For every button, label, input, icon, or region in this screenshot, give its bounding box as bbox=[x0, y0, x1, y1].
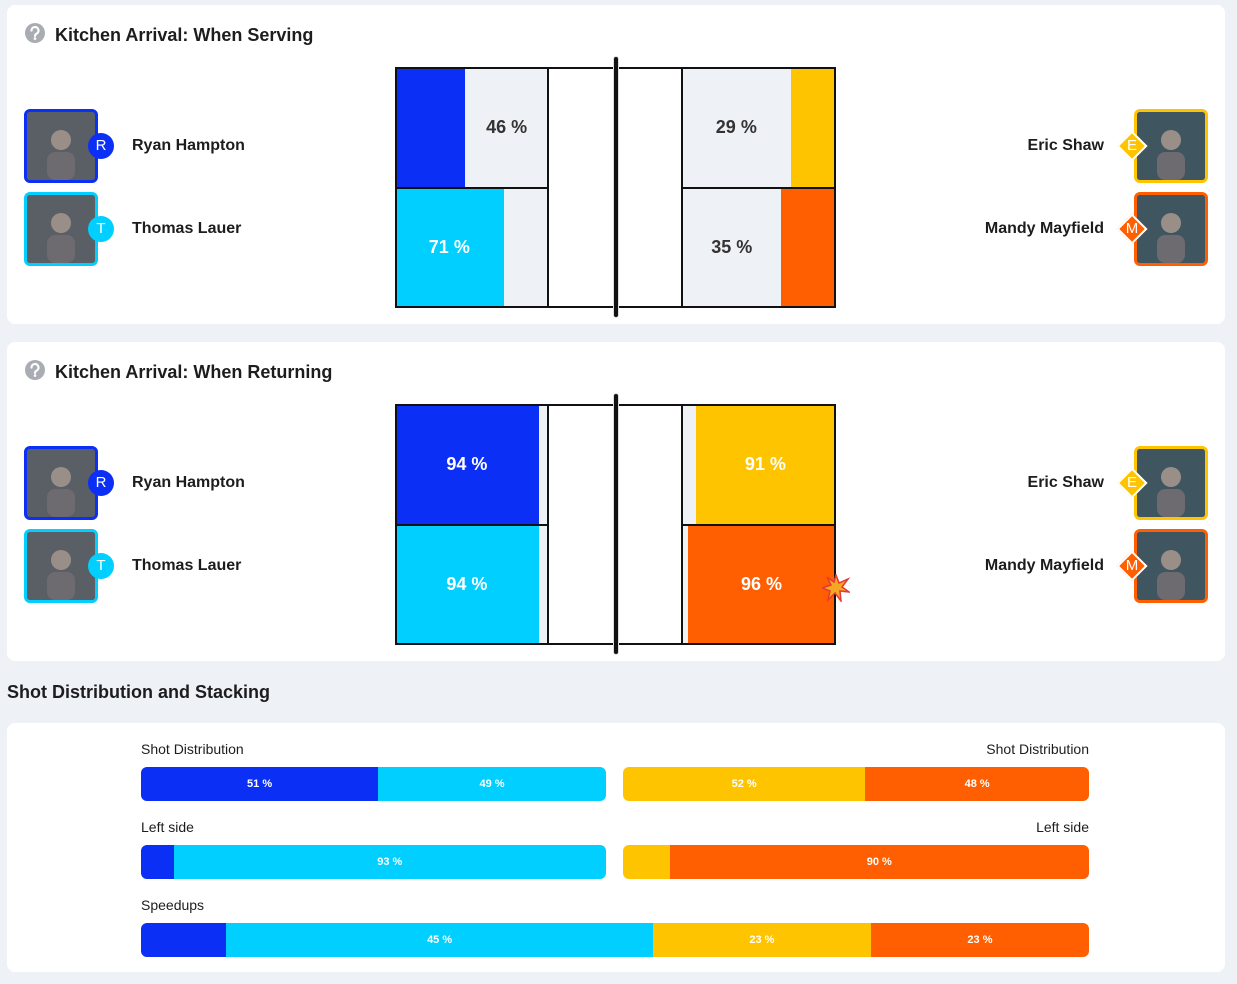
arrival-fill bbox=[695, 404, 835, 524]
player-name: Ryan Hampton bbox=[132, 137, 245, 154]
arrival-fill bbox=[790, 67, 835, 187]
photo-placeholder bbox=[1137, 532, 1205, 600]
center-line bbox=[395, 187, 548, 189]
bar-segment: 45 % bbox=[226, 923, 653, 957]
row-label: Left side bbox=[1036, 819, 1089, 835]
player-badge: T bbox=[88, 553, 114, 579]
bar-segment bbox=[141, 845, 174, 879]
arrival-label: 71 % bbox=[428, 237, 470, 257]
player-badge: T bbox=[88, 216, 114, 242]
player-badge: M bbox=[1125, 220, 1139, 237]
arrival-label: 35 % bbox=[711, 237, 753, 257]
center-line bbox=[682, 524, 835, 526]
section-title: Shot Distribution and Stacking bbox=[7, 682, 271, 702]
photo-placeholder bbox=[27, 532, 95, 600]
bar-segment: 23 % bbox=[652, 923, 871, 957]
arrival-fill bbox=[395, 67, 466, 187]
arrival-label: 94 % bbox=[446, 454, 488, 474]
arrival-label: 91 % bbox=[744, 454, 786, 474]
help-icon bbox=[24, 359, 46, 381]
row-label: Left side bbox=[141, 819, 194, 835]
stacked-bar: 45 % 23 % 23 % bbox=[141, 923, 1089, 957]
help-glyph bbox=[25, 360, 45, 380]
player-name: Eric Shaw bbox=[1027, 474, 1104, 491]
photo-placeholder bbox=[1137, 112, 1205, 180]
player-photo bbox=[1134, 109, 1208, 183]
photo-placeholder bbox=[27, 195, 95, 263]
bar-segment: 90 % bbox=[669, 845, 1089, 879]
bar-segment: 49 % bbox=[378, 767, 606, 801]
bar-segment: 93 % bbox=[173, 845, 606, 879]
bar-segment bbox=[623, 845, 670, 879]
row-label: Speedups bbox=[141, 897, 205, 913]
arrival-fill bbox=[781, 187, 835, 307]
player-badge: E bbox=[1126, 474, 1137, 491]
burst-glyph bbox=[819, 572, 852, 604]
player-badge: R bbox=[88, 470, 114, 496]
player-name: Mandy Mayfield bbox=[984, 557, 1104, 574]
bar-segment bbox=[141, 923, 227, 957]
net bbox=[614, 57, 618, 317]
arrival-fill bbox=[395, 524, 539, 644]
row-label: Shot Distribution bbox=[141, 741, 244, 757]
arrival-label: 96 % bbox=[741, 574, 783, 594]
player-photo bbox=[24, 529, 98, 603]
stacked-bar: 90 % bbox=[623, 845, 1089, 879]
arrival-fill bbox=[688, 524, 835, 644]
help-icon bbox=[24, 22, 46, 44]
arrival-fill bbox=[395, 187, 504, 307]
photo-placeholder bbox=[27, 112, 95, 180]
arrival-label: 46 % bbox=[486, 117, 528, 137]
row-label: Shot Distribution bbox=[986, 741, 1089, 757]
player-badge: M bbox=[1125, 557, 1139, 574]
player-name: Thomas Lauer bbox=[132, 557, 242, 574]
bar-segment: 52 % bbox=[623, 767, 866, 801]
arrival-fill bbox=[395, 404, 539, 524]
center-line bbox=[395, 524, 548, 526]
arrival-label: 94 % bbox=[446, 574, 488, 594]
bar-segment: 48 % bbox=[865, 767, 1089, 801]
bar-segment: 23 % bbox=[870, 923, 1089, 957]
photo-placeholder bbox=[1137, 449, 1205, 517]
photo-placeholder bbox=[1137, 195, 1205, 263]
player-name: Eric Shaw bbox=[1027, 137, 1104, 154]
stacked-bar: 51 % 49 % bbox=[141, 767, 606, 801]
player-name: Mandy Mayfield bbox=[984, 220, 1104, 237]
arrival-label: 29 % bbox=[715, 117, 757, 137]
player-photo bbox=[24, 446, 98, 520]
stacked-bar: 52 % 48 % bbox=[623, 767, 1089, 801]
player-name: Thomas Lauer bbox=[132, 220, 242, 237]
player-name: Ryan Hampton bbox=[132, 474, 245, 491]
section-title: Kitchen Arrival: When Returning bbox=[55, 362, 333, 382]
photo-placeholder bbox=[27, 449, 95, 517]
player-badge: R bbox=[88, 133, 114, 159]
help-glyph bbox=[25, 23, 45, 43]
section-title: Kitchen Arrival: When Serving bbox=[55, 25, 314, 45]
player-badge: E bbox=[1126, 137, 1137, 154]
player-photo bbox=[24, 192, 98, 266]
net bbox=[614, 394, 618, 654]
stacked-bar: 93 % bbox=[141, 845, 606, 879]
player-photo bbox=[24, 109, 98, 183]
burst-icon bbox=[819, 572, 852, 604]
center-line bbox=[682, 187, 835, 189]
bar-segment: 51 % bbox=[141, 767, 379, 801]
kitchen-line bbox=[547, 67, 549, 307]
kitchen-line bbox=[547, 404, 549, 644]
